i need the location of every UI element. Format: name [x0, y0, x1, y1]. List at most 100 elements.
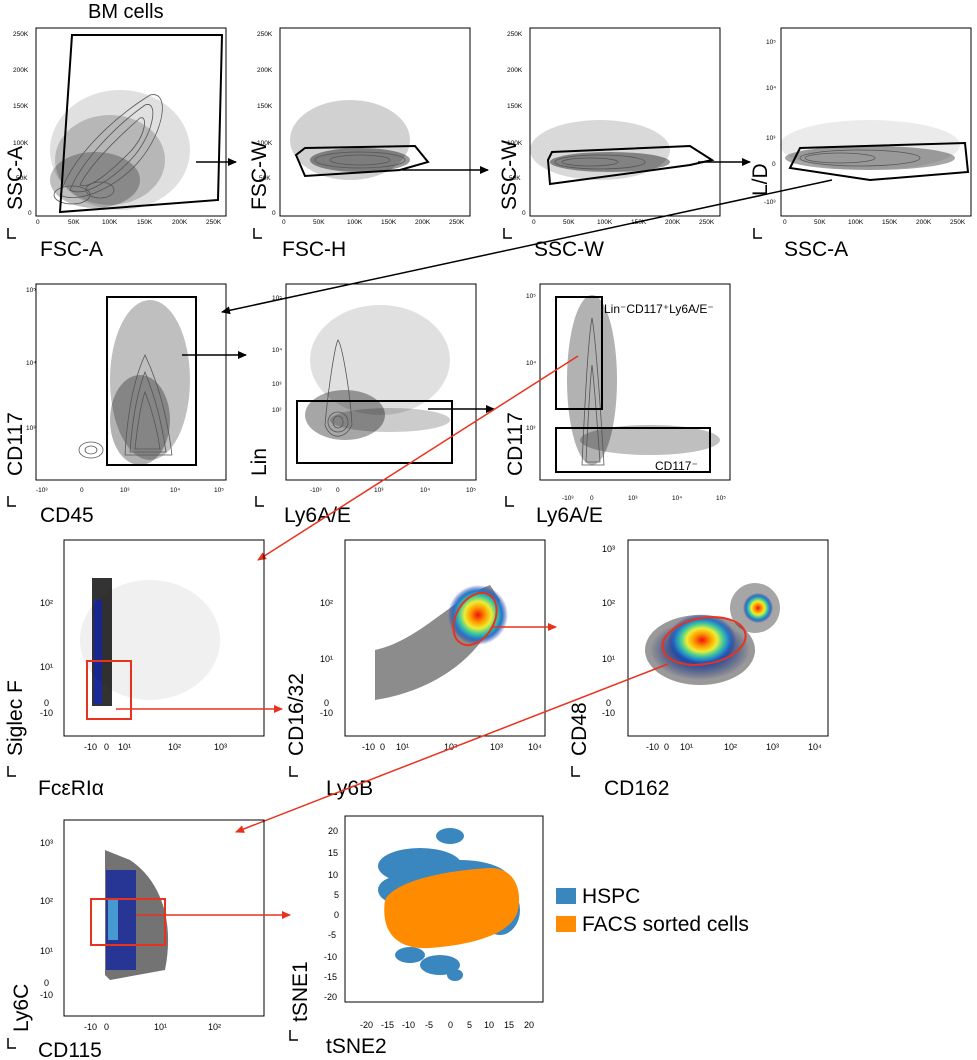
dot-cloud: [50, 90, 190, 210]
x-tick: 0: [783, 219, 787, 226]
y-tick: 200K: [13, 67, 29, 74]
y-tick: 200K: [257, 67, 273, 74]
y-tick: -10: [320, 708, 333, 718]
y-tick: 15: [328, 848, 338, 858]
plot-fsc-ssc: SSC-A FSC-A 0 50K 100K 150K 200K 250K 0 …: [4, 27, 227, 261]
y-tick: 10⁴: [526, 360, 536, 367]
corner-axis-icon: [571, 766, 580, 777]
x-axis-label: SSC-W: [534, 238, 604, 261]
x-tick: 250K: [449, 219, 465, 226]
x-tick: 10⁵: [716, 495, 726, 502]
x-tick: 15: [504, 1020, 514, 1030]
x-tick: 10²: [168, 742, 181, 752]
corner-axis-icon: [7, 1038, 16, 1049]
x-tick: 10⁴: [528, 742, 542, 752]
y-tick: 0: [772, 161, 776, 168]
x-tick: -10³: [562, 495, 574, 502]
x-tick: 10³: [374, 487, 384, 494]
x-tick: 10¹: [396, 742, 409, 752]
x-tick: 10³: [120, 487, 130, 494]
plot-frame: [529, 27, 721, 217]
plot-fceri-siglecf: Siglec F FcεRIα -10 0 10¹ 10² 10³ -10 0 …: [4, 539, 265, 800]
x-tick: 0: [80, 487, 84, 494]
plot-cd45-cd117: CD117 CD45 -10³ 0 10³ 10⁴ 10⁵ 10³ 10⁴ 10…: [4, 283, 227, 527]
y-tick: 0: [324, 698, 329, 708]
y-tick: 0: [272, 210, 276, 217]
corner-axis-icon: [7, 496, 16, 507]
x-tick: 200K: [665, 219, 681, 226]
plot-cd162-cd48: CD48 CD162 -10 0 10¹ 10² 10³ 10⁴ -10 0 1…: [568, 539, 829, 800]
y-axis-label: Siglec F: [4, 680, 27, 756]
y-tick: -20: [324, 992, 337, 1002]
y-tick: 10³: [26, 425, 36, 432]
y-tick: 150K: [507, 103, 523, 110]
x-tick: -10: [402, 1020, 415, 1030]
x-tick: 50K: [68, 219, 80, 226]
y-tick: 0: [606, 698, 611, 708]
x-tick: 10¹: [154, 1022, 167, 1032]
x-tick: 0: [36, 219, 40, 226]
y-tick: -15: [324, 972, 337, 982]
y-tick: -10: [40, 990, 53, 1000]
gate-arrow-red: [235, 663, 669, 833]
y-tick: 10²: [320, 598, 333, 608]
x-tick: 10²: [724, 742, 737, 752]
y-tick: 100K: [507, 140, 523, 147]
x-tick: 250K: [206, 219, 222, 226]
plot-frame: [344, 815, 544, 1003]
y-tick: 10²: [602, 598, 615, 608]
gate-rect: [296, 400, 453, 464]
x-tick: 10⁴: [808, 742, 822, 752]
y-tick: 50K: [509, 175, 521, 182]
y-tick: 250K: [13, 31, 29, 38]
x-tick: 0: [448, 1020, 453, 1030]
x-tick: -15: [381, 1020, 394, 1030]
legend-swatch-hspc: [556, 888, 576, 904]
corner-axis-icon: [7, 766, 16, 777]
y-axis-label: Ly6C: [10, 984, 33, 1032]
y-tick: 10¹: [320, 654, 333, 664]
x-tick: 0: [282, 219, 286, 226]
x-tick: 10³: [214, 742, 227, 752]
x-tick: 100K: [347, 219, 363, 226]
y-tick: 250K: [507, 31, 523, 38]
gate-rect: [555, 427, 711, 473]
y-tick: -5: [328, 930, 336, 940]
y-tick: -10: [602, 708, 615, 718]
gate-ellipse-red: [661, 616, 747, 666]
plot-frame: [539, 283, 731, 481]
x-tick: 200K: [172, 219, 188, 226]
gate-arrow: [221, 179, 833, 315]
x-tick: 10³: [490, 742, 503, 752]
gate-rect: [106, 296, 197, 466]
x-axis-label: SSC-A: [784, 238, 848, 261]
plot-cd115-ly6c: Ly6C CD115 -10 0 10¹ 10² -10 0 10¹ 10² 1…: [7, 819, 265, 1060]
x-tick: 10³: [766, 742, 779, 752]
tsne-legend: HSPC FACS sorted cells: [556, 885, 749, 936]
plot-frame: [35, 27, 227, 217]
corner-axis-icon: [289, 1030, 298, 1041]
y-tick: 10¹: [602, 654, 615, 664]
gate-arrow-red: [257, 355, 579, 561]
x-tick: -5: [425, 1020, 433, 1030]
y-tick: 10⁴: [26, 360, 36, 367]
y-tick: 10⁴: [766, 85, 776, 92]
y-axis-label: FSC-W: [248, 141, 271, 210]
y-tick: 10: [328, 870, 338, 880]
gate-polygon: [546, 144, 715, 186]
y-tick: 10⁵: [272, 295, 282, 302]
figure-title: BM cells: [88, 1, 164, 23]
y-tick: 100K: [13, 140, 29, 147]
x-tick: 10³: [628, 495, 638, 502]
x-axis-label: Ly6A/E: [284, 504, 351, 527]
plot-fsch-fscw: FSC-W FSC-H 0 50K 100K 150K 200K 250K 0 …: [248, 27, 471, 261]
y-tick: -10: [40, 708, 53, 718]
x-tick: 250K: [950, 219, 966, 226]
x-tick: 0: [532, 219, 536, 226]
x-tick: 50K: [814, 219, 826, 226]
y-tick: 10⁵: [26, 287, 36, 294]
gate-ellipse-red: [452, 591, 498, 647]
plot-frame: [279, 27, 471, 217]
corner-axis-icon: [753, 228, 762, 239]
